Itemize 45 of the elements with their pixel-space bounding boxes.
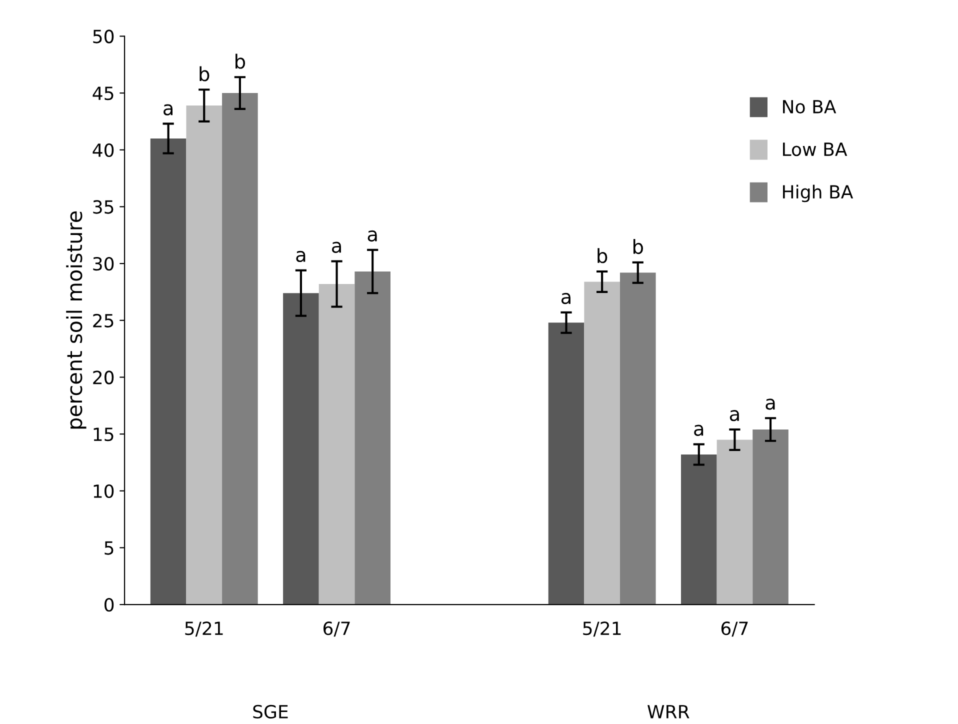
y-tick-label: 20 bbox=[93, 370, 114, 384]
bar bbox=[283, 293, 319, 605]
bar bbox=[620, 272, 656, 605]
data-label: a bbox=[694, 424, 704, 436]
data-label: a bbox=[766, 398, 775, 410]
y-tick-label: 40 bbox=[92, 143, 114, 157]
x-tick-label: 6/7 bbox=[721, 622, 748, 637]
y-tick-label: 25 bbox=[93, 314, 114, 328]
y-axis-title: percent soil moisture bbox=[66, 211, 86, 429]
x-tick-label: 5/21 bbox=[583, 622, 621, 637]
data-label: b bbox=[236, 54, 246, 69]
data-label: a bbox=[164, 104, 173, 116]
bar bbox=[716, 440, 753, 605]
data-label: b bbox=[633, 239, 643, 254]
legend-label: High BA bbox=[783, 184, 854, 202]
data-label: a bbox=[730, 410, 739, 422]
data-label: b bbox=[598, 248, 608, 264]
data-label: a bbox=[561, 292, 570, 304]
x-tick-label: 6/7 bbox=[324, 622, 350, 637]
bar bbox=[548, 322, 584, 605]
y-tick-label: 45 bbox=[92, 86, 114, 100]
y-tick-label: 10 bbox=[94, 484, 114, 498]
bar bbox=[354, 271, 390, 605]
text: WRR bbox=[648, 705, 690, 718]
data-label: b bbox=[200, 66, 210, 82]
legend-label: No BA bbox=[783, 100, 836, 114]
data-label: a bbox=[296, 250, 306, 262]
bar bbox=[752, 429, 788, 605]
bar bbox=[150, 138, 186, 605]
y-tick-label: 30 bbox=[93, 256, 114, 271]
bar bbox=[222, 93, 258, 605]
y-tick-label: 15 bbox=[94, 428, 114, 442]
data-label: a bbox=[332, 242, 341, 253]
y-tick-label: 50 bbox=[93, 30, 114, 44]
x-tick-label: 5/21 bbox=[185, 622, 223, 637]
bar bbox=[186, 106, 222, 605]
data-label: a bbox=[368, 230, 377, 242]
text: SGE bbox=[253, 704, 288, 719]
y-tick-label: 35 bbox=[93, 200, 114, 214]
y-tick-label: 5 bbox=[104, 541, 114, 555]
bar bbox=[584, 282, 620, 605]
bar bbox=[680, 454, 717, 605]
y-tick-label: 0 bbox=[104, 598, 114, 612]
legend-label: Low BA bbox=[783, 142, 848, 156]
bar bbox=[318, 284, 355, 605]
